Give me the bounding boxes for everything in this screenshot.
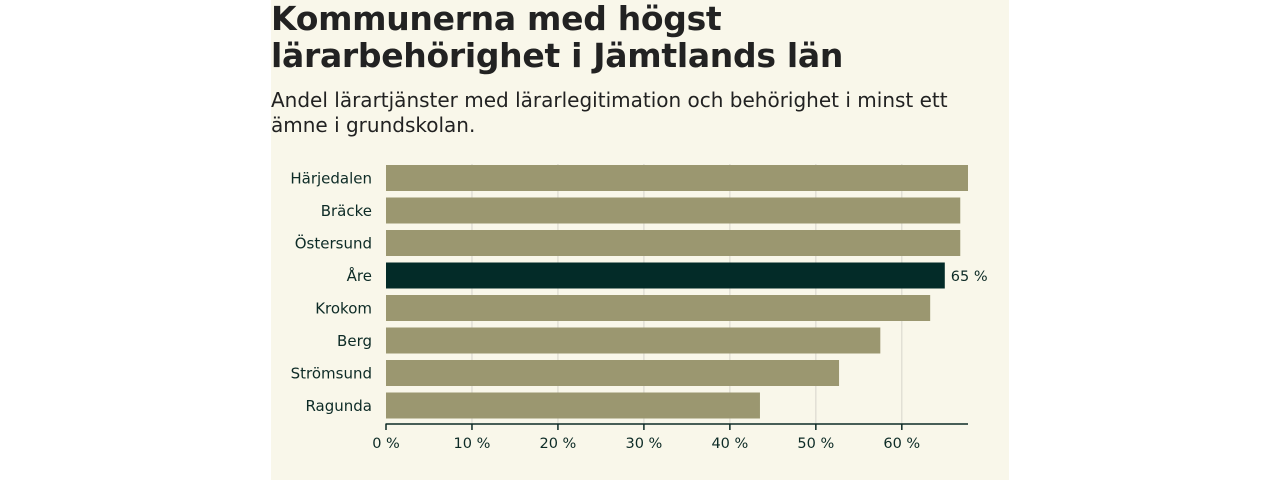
x-tick-label-60: 60 % [883, 436, 920, 452]
category-label-krokom: Krokom [315, 300, 372, 318]
category-label-ostersund: Östersund [295, 234, 372, 253]
chart-title: Kommunerna med högst lärarbehörighet i J… [271, 0, 844, 75]
bar-berg [386, 327, 881, 354]
bar-krokom [386, 295, 931, 321]
bar-are [386, 262, 945, 289]
bars [386, 165, 968, 419]
x-tick-label-10: 10 % [454, 436, 491, 452]
category-label-ragunda: Ragunda [305, 397, 372, 415]
bar-ostersund [386, 230, 961, 256]
category-label-berg: Berg [337, 332, 372, 350]
bar-harjedalen [386, 165, 968, 191]
bar-ragunda [386, 392, 760, 419]
data-label-are: 65 % [951, 269, 988, 285]
bar-stromsund [386, 360, 840, 386]
x-tick-label-30: 30 % [625, 436, 662, 452]
x-axis: 0 % 10 % 20 % 30 % 40 % 50 % 60 % [372, 423, 968, 452]
x-tick-label-50: 50 % [797, 436, 834, 452]
data-labels: 65 % [951, 269, 988, 285]
category-label-bracke: Bräcke [321, 202, 372, 220]
x-tick-label-20: 20 % [540, 436, 577, 452]
bar-bracke [386, 197, 961, 224]
chart-subtitle: Andel lärartjänster med lärarlegitimatio… [271, 88, 948, 137]
category-label-harjedalen: Härjedalen [290, 170, 372, 188]
x-tick-label-0: 0 % [372, 436, 400, 452]
category-labels: Härjedalen Bräcke Östersund Åre Krokom Berg St… [290, 170, 372, 416]
x-tick-label-40: 40 % [711, 436, 748, 452]
category-label-are: Åre [347, 266, 372, 285]
category-label-stromsund: Strömsund [291, 365, 372, 383]
